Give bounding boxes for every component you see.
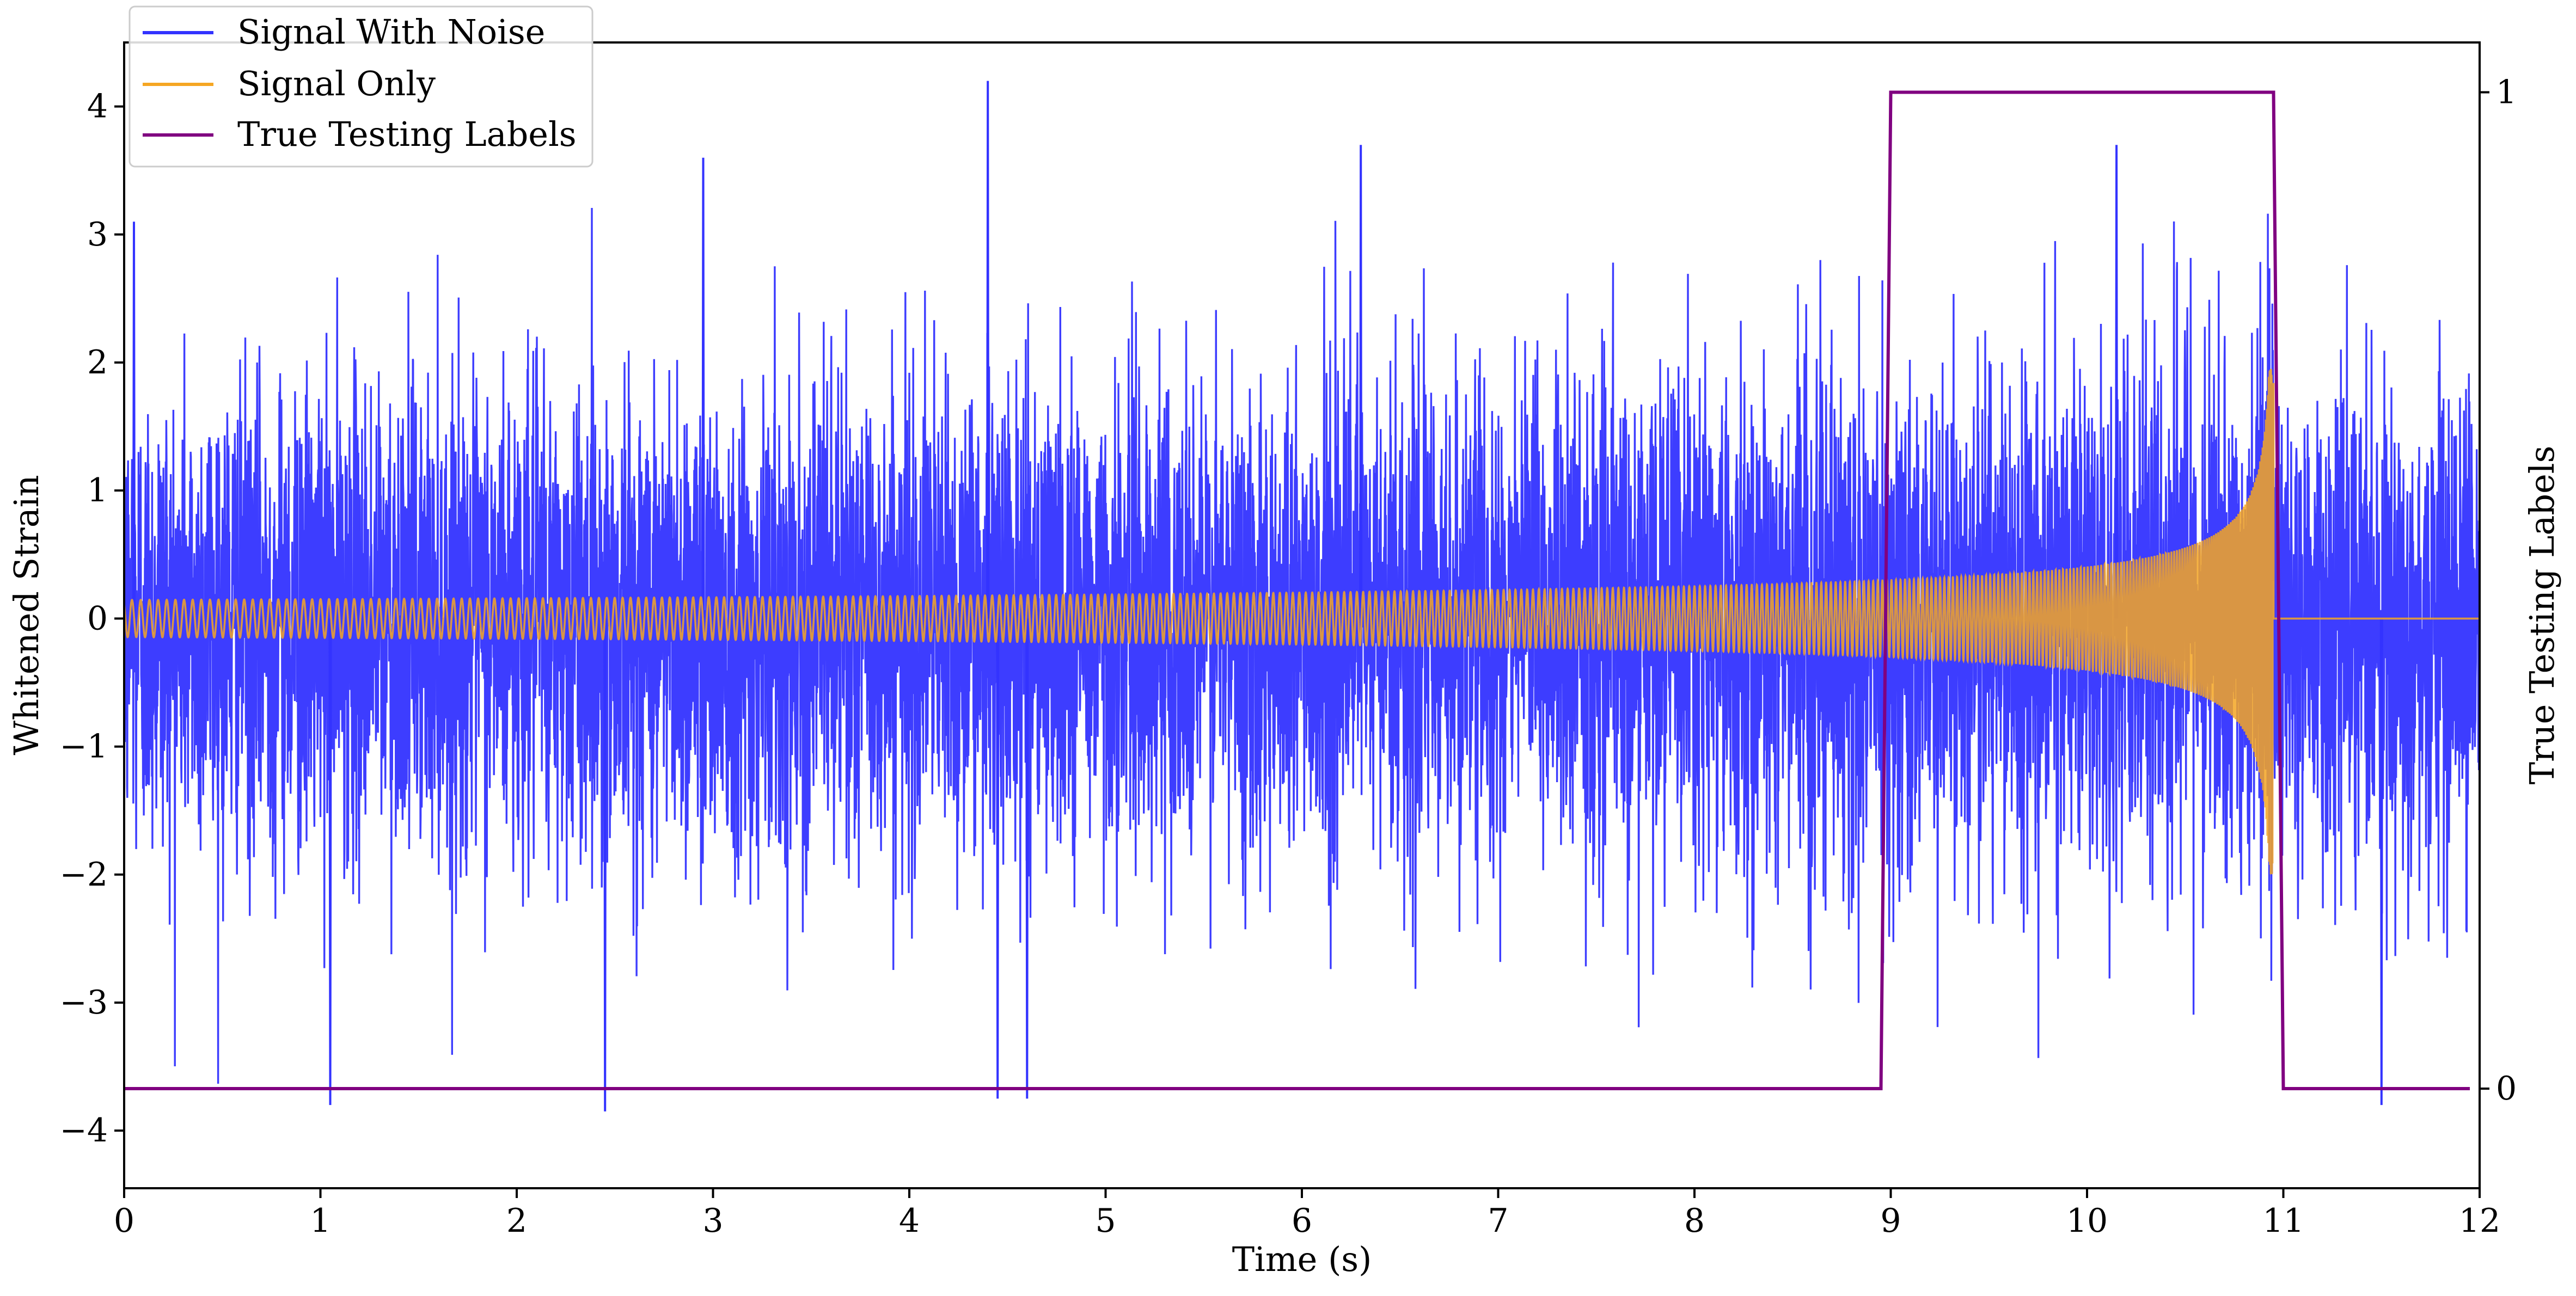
x-tick-label: 8 (1684, 1202, 1705, 1240)
y2-axis-label: True Testing Labels (2522, 446, 2562, 785)
series-line-true-testing-labels (124, 90, 2470, 1090)
y2-tick-label: 0 (2496, 1070, 2517, 1108)
series-line-signal-only (124, 368, 2480, 875)
legend-label-signal-only: Signal Only (237, 64, 436, 103)
x-tick-label: 2 (506, 1202, 527, 1240)
x-tick-label: 11 (2262, 1202, 2304, 1240)
legend-box (129, 5, 593, 168)
x-tick-label: 3 (702, 1202, 723, 1240)
y-tick-label: −4 (60, 1111, 108, 1150)
x-tick-label: 10 (2066, 1202, 2108, 1240)
y-tick-label: −3 (60, 984, 108, 1022)
y-tick-label: 2 (87, 343, 108, 382)
x-tick-label: 7 (1488, 1202, 1508, 1240)
x-axis-label: Time (s) (1232, 1239, 1372, 1279)
y-tick-label: 3 (87, 216, 108, 254)
x-tick-label: 4 (899, 1202, 920, 1240)
y-tick-label: 1 (87, 471, 108, 509)
x-tick-label: 12 (2459, 1202, 2500, 1240)
x-tick-label: 0 (114, 1202, 134, 1240)
legend: Signal With Noise Signal Only True Testi… (129, 5, 593, 168)
x-tick-label: 1 (310, 1202, 331, 1240)
y-tick-label: −1 (60, 728, 108, 766)
y-axis-label: Whitened Strain (7, 475, 46, 756)
y-tick-label: −2 (60, 856, 108, 894)
y-tick-label: 0 (87, 599, 108, 637)
y2-tick-label: 1 (2496, 73, 2517, 112)
series-layer (124, 81, 2480, 1111)
y-tick-label: 4 (87, 88, 108, 126)
x-tick-label: 6 (1292, 1202, 1312, 1240)
legend-label-true-testing-labels: True Testing Labels (237, 114, 577, 154)
x-tick-label: 5 (1095, 1202, 1116, 1240)
series-peaks-signal-with-noise (132, 81, 2383, 1111)
x-tick-label: 9 (1880, 1202, 1901, 1240)
legend-label-signal-with-noise: Signal With Noise (237, 12, 545, 52)
